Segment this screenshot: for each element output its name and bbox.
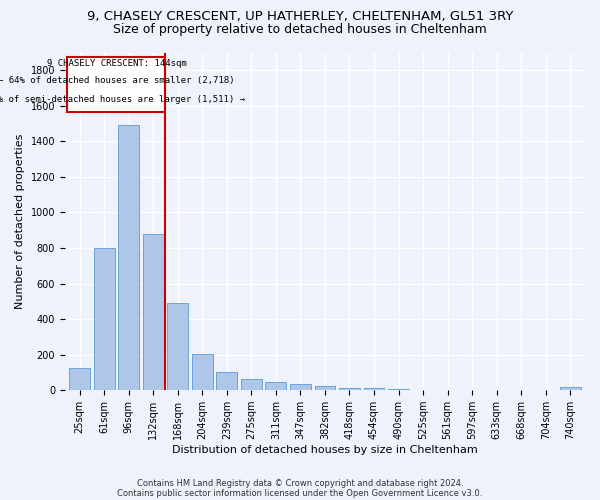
Bar bbox=[167, 303, 188, 390]
Y-axis label: Number of detached properties: Number of detached properties bbox=[15, 134, 25, 309]
Bar bbox=[364, 388, 385, 390]
Bar bbox=[314, 386, 335, 390]
Text: 9 CHASELY CRESCENT: 144sqm: 9 CHASELY CRESCENT: 144sqm bbox=[47, 59, 186, 68]
Bar bbox=[94, 248, 115, 390]
Text: ← 64% of detached houses are smaller (2,718): ← 64% of detached houses are smaller (2,… bbox=[0, 76, 235, 86]
X-axis label: Distribution of detached houses by size in Cheltenham: Distribution of detached houses by size … bbox=[172, 445, 478, 455]
Text: Contains public sector information licensed under the Open Government Licence v3: Contains public sector information licen… bbox=[118, 488, 482, 498]
Text: 36% of semi-detached houses are larger (1,511) →: 36% of semi-detached houses are larger (… bbox=[0, 94, 245, 104]
Bar bbox=[290, 384, 311, 390]
Bar bbox=[69, 368, 90, 390]
Bar bbox=[265, 382, 286, 390]
Bar bbox=[143, 234, 164, 390]
FancyBboxPatch shape bbox=[67, 57, 166, 112]
Bar bbox=[241, 378, 262, 390]
Text: Contains HM Land Registry data © Crown copyright and database right 2024.: Contains HM Land Registry data © Crown c… bbox=[137, 478, 463, 488]
Bar bbox=[560, 386, 581, 390]
Bar bbox=[339, 388, 360, 390]
Text: 9, CHASELY CRESCENT, UP HATHERLEY, CHELTENHAM, GL51 3RY: 9, CHASELY CRESCENT, UP HATHERLEY, CHELT… bbox=[87, 10, 513, 23]
Text: Size of property relative to detached houses in Cheltenham: Size of property relative to detached ho… bbox=[113, 22, 487, 36]
Bar bbox=[217, 372, 237, 390]
Bar bbox=[192, 354, 213, 390]
Bar bbox=[118, 126, 139, 390]
